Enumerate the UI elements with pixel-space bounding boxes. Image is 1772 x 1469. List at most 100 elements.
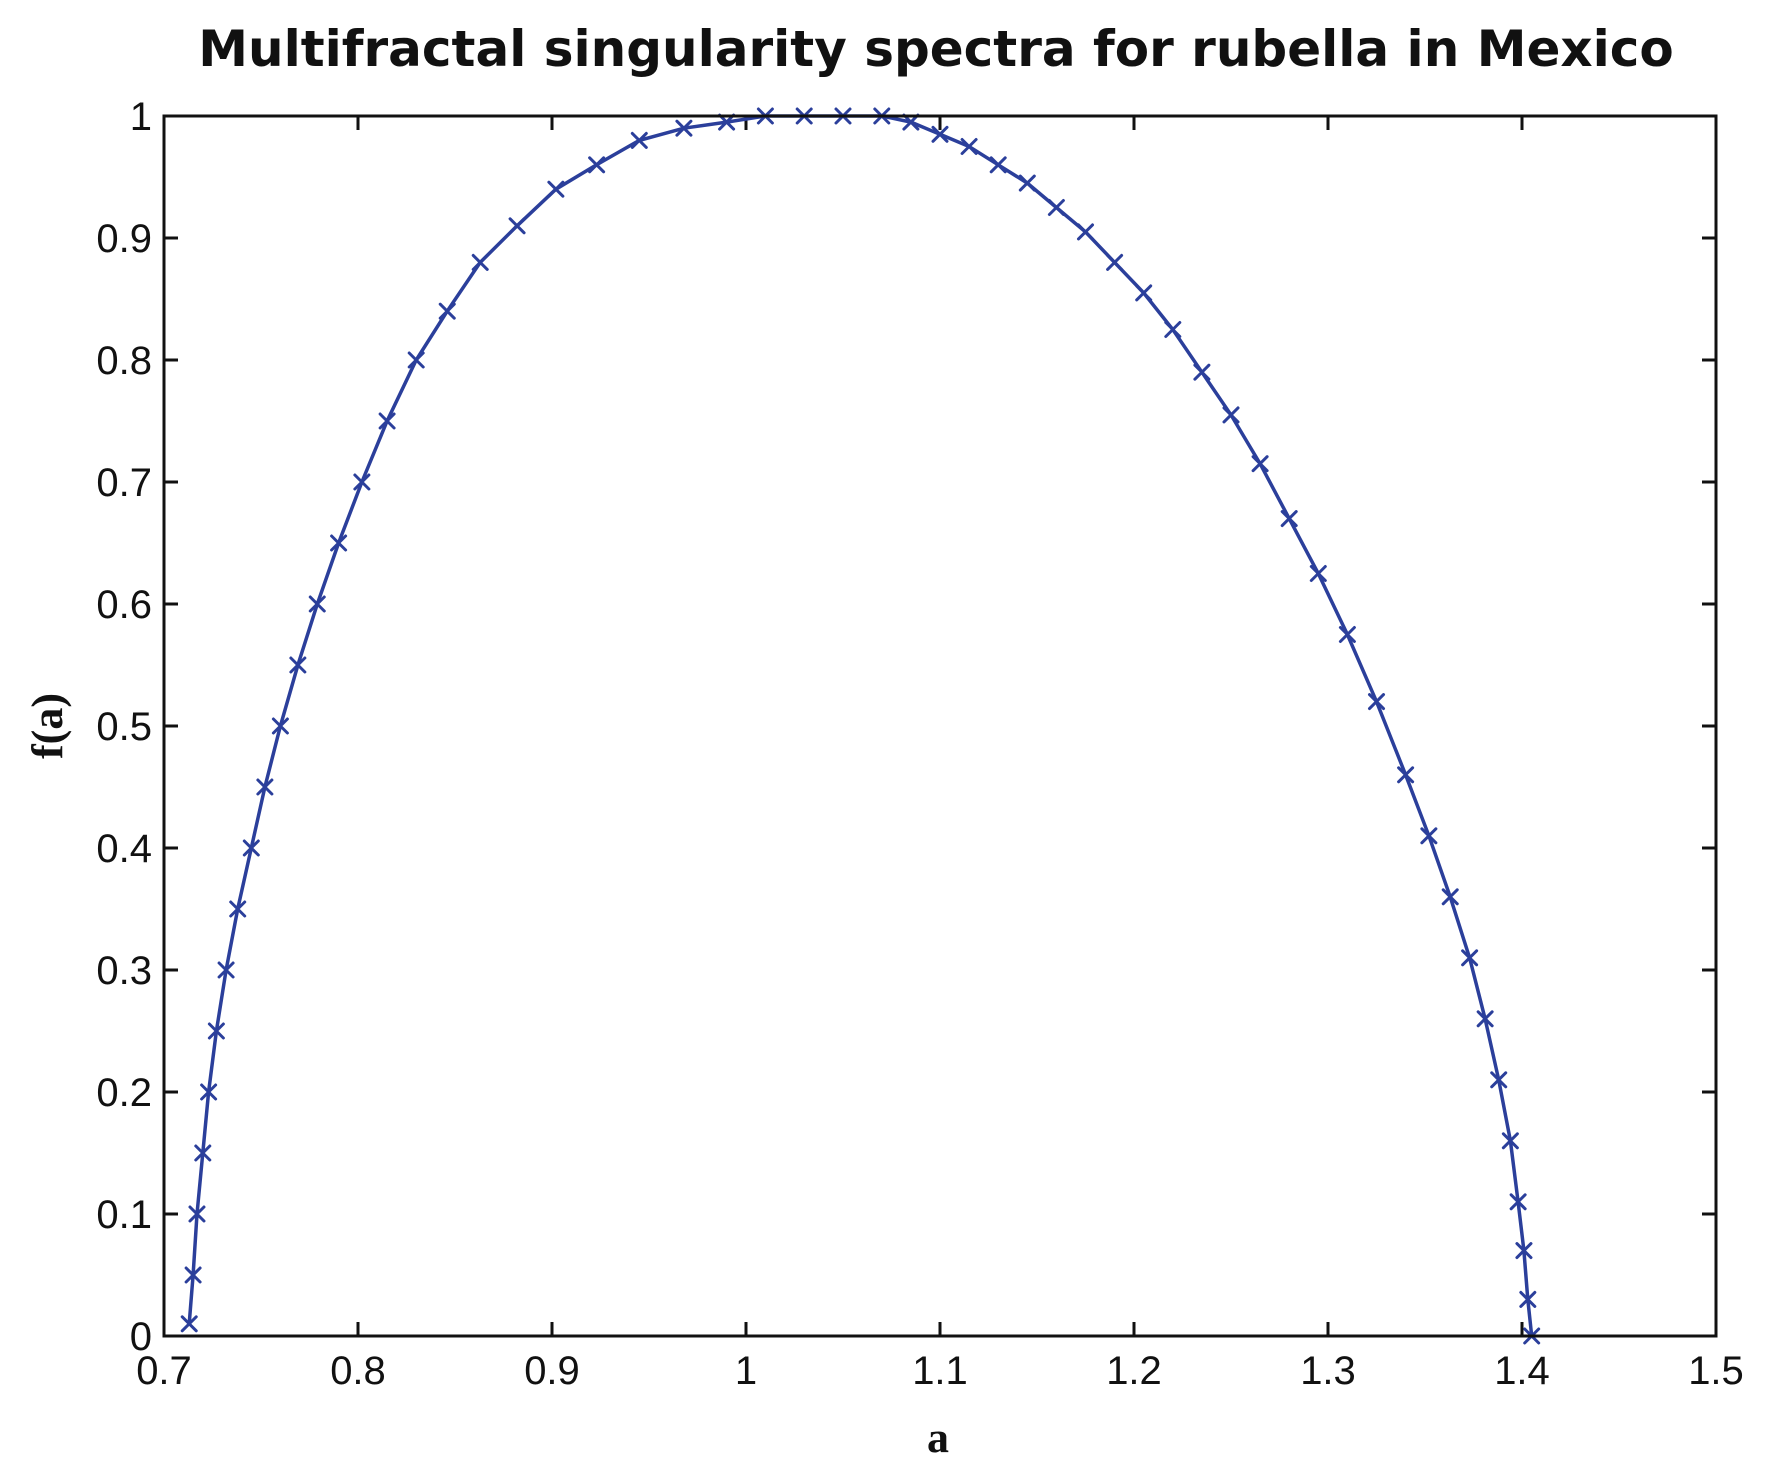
- data-point-stroke: [1077, 223, 1094, 241]
- y-tick-label: 1: [130, 95, 152, 139]
- data-point-stroke: [1280, 510, 1298, 528]
- data-point-stroke: [1490, 1071, 1508, 1089]
- data-point-stroke: [1047, 199, 1065, 216]
- data-point-stroke: [242, 839, 260, 857]
- data-point: [271, 717, 289, 735]
- data-point-stroke: [1135, 284, 1153, 302]
- data-point: [1397, 766, 1415, 784]
- data-point: [353, 473, 371, 491]
- data-point: [1461, 949, 1479, 967]
- data-point-stroke: [1515, 1242, 1533, 1260]
- data-point: [931, 125, 949, 143]
- data-point: [194, 1144, 212, 1162]
- data-point-stroke: [1441, 888, 1459, 906]
- data-point-stroke: [630, 131, 648, 149]
- data-point-stroke: [207, 1022, 225, 1040]
- data-point: [989, 156, 1007, 174]
- x-tick-label: 0.9: [524, 1349, 580, 1393]
- data-point: [1106, 253, 1124, 271]
- data-point-stroke: [180, 1315, 198, 1333]
- data-point: [960, 138, 978, 155]
- data-point: [1338, 626, 1356, 643]
- x-tick-label: 1.2: [1106, 1349, 1162, 1393]
- data-point: [1077, 223, 1094, 241]
- y-axis-label: f(a): [23, 693, 72, 759]
- y-tick-label: 0.6: [96, 583, 152, 627]
- data-point-stroke: [1476, 1010, 1494, 1028]
- x-tick-label: 1: [735, 1349, 757, 1393]
- data-point-stroke: [194, 1144, 212, 1162]
- data-point-stroke: [184, 1266, 202, 1284]
- data-point: [1515, 1242, 1533, 1260]
- data-point: [1251, 455, 1269, 473]
- data-point-stroke: [438, 302, 456, 320]
- data-point: [508, 217, 526, 235]
- data-point: [471, 253, 489, 271]
- data-point: [1280, 510, 1298, 528]
- y-tick-label: 0.5: [96, 705, 152, 749]
- data-point-stroke: [1461, 949, 1479, 967]
- data-point-stroke: [1338, 626, 1356, 643]
- data-point-stroke: [308, 595, 326, 613]
- data-point: [1476, 1010, 1494, 1028]
- data-point-stroke: [188, 1205, 206, 1223]
- data-point-stroke: [588, 156, 606, 174]
- data-point: [330, 534, 348, 552]
- data-point-stroke: [1368, 693, 1385, 711]
- data-point: [184, 1266, 202, 1284]
- data-point: [200, 1083, 218, 1101]
- data-point-stroke: [1501, 1132, 1519, 1150]
- data-point-stroke: [1251, 455, 1269, 473]
- x-axis-ticks: 0.7 0.8 0.9 1 1.1 1.2 1.3 1.4 1.5: [136, 116, 1744, 1393]
- y-tick-label: 0.8: [96, 339, 152, 383]
- data-point-stroke: [1222, 406, 1240, 424]
- data-point: [207, 1022, 225, 1040]
- data-point-stroke: [353, 473, 371, 491]
- data-point: [378, 412, 396, 430]
- x-tick-label: 1.3: [1300, 1349, 1356, 1393]
- x-tick-label: 1.4: [1494, 1349, 1550, 1393]
- data-point: [1420, 827, 1438, 845]
- data-point: [256, 778, 274, 796]
- data-point: [242, 839, 260, 857]
- x-tick-label: 1.5: [1688, 1349, 1744, 1393]
- data-point: [438, 302, 456, 320]
- data-point: [289, 656, 307, 674]
- y-tick-label: 0: [130, 1315, 152, 1359]
- data-point: [1222, 406, 1240, 424]
- data-point: [1501, 1132, 1519, 1150]
- data-point-stroke: [1164, 321, 1182, 338]
- data-point: [675, 119, 693, 137]
- data-point: [1309, 565, 1327, 582]
- data-point: [1135, 284, 1153, 302]
- x-tick-label: 1.1: [912, 1349, 968, 1393]
- data-point-stroke: [1509, 1193, 1527, 1211]
- data-point-stroke: [330, 534, 348, 552]
- data-point: [217, 961, 235, 979]
- data-point-stroke: [675, 119, 693, 137]
- y-tick-label: 0.2: [96, 1071, 152, 1115]
- data-point-stroke: [407, 351, 425, 369]
- data-point-stroke: [547, 180, 565, 198]
- y-tick-label: 0.7: [96, 461, 152, 505]
- data-point: [1490, 1071, 1508, 1089]
- chart-title: Multifractal singularity spectra for rub…: [198, 20, 1674, 78]
- y-tick-label: 0.4: [96, 827, 152, 871]
- y-axis-ticks: 0 0.1 0.2 0.3 0.4 0.5 0.6 0.7 0.8 0.9 1: [96, 95, 1716, 1359]
- data-point: [188, 1205, 206, 1223]
- data-point: [630, 131, 648, 149]
- data-point-stroke: [989, 156, 1007, 174]
- y-tick-label: 0.3: [96, 949, 152, 993]
- data-point-stroke: [1519, 1290, 1537, 1308]
- data-point-stroke: [229, 900, 247, 918]
- data-point: [1509, 1193, 1527, 1211]
- data-point-stroke: [1193, 363, 1211, 381]
- data-point-stroke: [217, 961, 235, 979]
- data-point: [1441, 888, 1459, 906]
- y-tick-label: 0.9: [96, 217, 152, 261]
- data-point: [1368, 693, 1385, 711]
- x-tick-label: 0.8: [330, 1349, 386, 1393]
- data-point-stroke: [1018, 174, 1036, 192]
